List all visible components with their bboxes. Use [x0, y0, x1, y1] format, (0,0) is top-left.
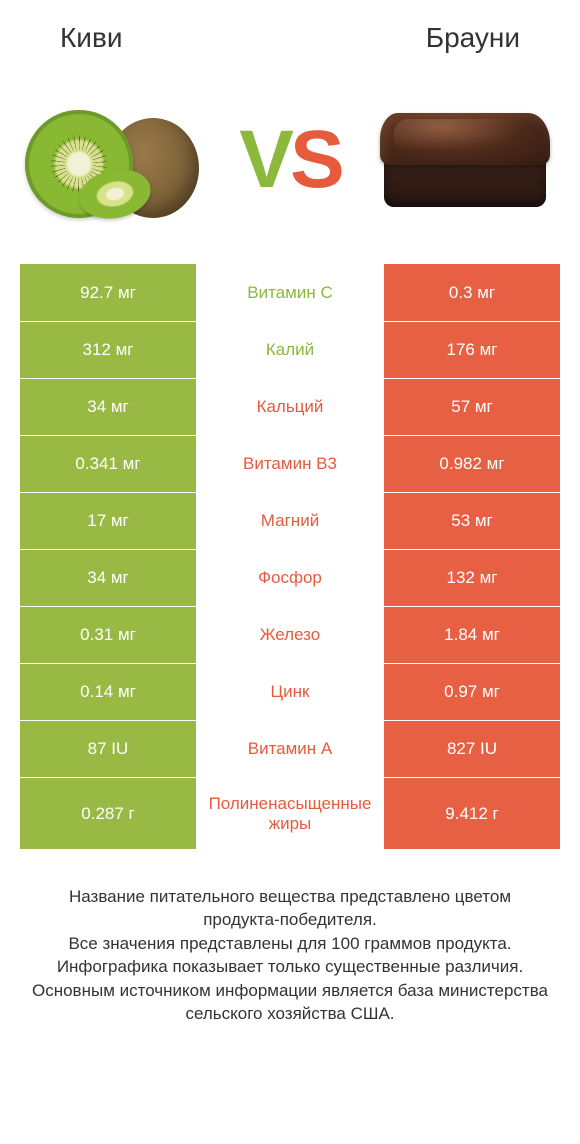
right-value-cell: 1.84 мг — [383, 607, 560, 663]
table-row: 92.7 мгВитамин C0.3 мг — [20, 264, 560, 321]
table-row: 0.31 мгЖелезо1.84 мг — [20, 606, 560, 663]
right-product-title: Брауни — [426, 22, 520, 54]
nutrient-label-cell: Железо — [197, 607, 383, 663]
nutrient-label-cell: Полиненасыщенные жиры — [197, 778, 383, 849]
hero-row: VS — [0, 54, 580, 264]
right-value-cell: 53 мг — [383, 493, 560, 549]
table-row: 34 мгФосфор132 мг — [20, 549, 560, 606]
right-value-cell: 176 мг — [383, 322, 560, 378]
right-value-cell: 57 мг — [383, 379, 560, 435]
left-value-cell: 0.31 мг — [20, 607, 197, 663]
nutrient-label-cell: Витамин A — [197, 721, 383, 777]
nutrient-label-cell: Магний — [197, 493, 383, 549]
vs-s: S — [290, 119, 341, 201]
table-row: 312 мгКалий176 мг — [20, 321, 560, 378]
table-row: 34 мгКальций57 мг — [20, 378, 560, 435]
left-value-cell: 0.341 мг — [20, 436, 197, 492]
left-value-cell: 92.7 мг — [20, 264, 197, 321]
right-value-cell: 9.412 г — [383, 778, 560, 849]
kiwi-image — [20, 80, 210, 240]
nutrients-table: 92.7 мгВитамин C0.3 мг312 мгКалий176 мг3… — [20, 264, 560, 849]
left-value-cell: 0.14 мг — [20, 664, 197, 720]
right-value-cell: 827 IU — [383, 721, 560, 777]
table-row: 0.287 гПолиненасыщенные жиры9.412 г — [20, 777, 560, 849]
vs-label: VS — [239, 119, 340, 201]
footnote-text: Название питательного вещества представл… — [30, 885, 550, 1026]
brownie-image — [370, 80, 560, 240]
left-value-cell: 34 мг — [20, 550, 197, 606]
titles-row: Киви Брауни — [0, 0, 580, 54]
table-row: 17 мгМагний53 мг — [20, 492, 560, 549]
nutrient-label-cell: Кальций — [197, 379, 383, 435]
right-value-cell: 0.97 мг — [383, 664, 560, 720]
left-value-cell: 87 IU — [20, 721, 197, 777]
left-value-cell: 312 мг — [20, 322, 197, 378]
left-product-title: Киви — [60, 22, 122, 54]
left-value-cell: 34 мг — [20, 379, 197, 435]
table-row: 0.14 мгЦинк0.97 мг — [20, 663, 560, 720]
right-value-cell: 0.3 мг — [383, 264, 560, 321]
table-row: 87 IUВитамин A827 IU — [20, 720, 560, 777]
left-value-cell: 0.287 г — [20, 778, 197, 849]
table-row: 0.341 мгВитамин B30.982 мг — [20, 435, 560, 492]
nutrient-label-cell: Цинк — [197, 664, 383, 720]
nutrient-label-cell: Витамин C — [197, 264, 383, 321]
nutrient-label-cell: Витамин B3 — [197, 436, 383, 492]
vs-v: V — [239, 119, 290, 201]
nutrient-label-cell: Калий — [197, 322, 383, 378]
right-value-cell: 132 мг — [383, 550, 560, 606]
left-value-cell: 17 мг — [20, 493, 197, 549]
nutrient-label-cell: Фосфор — [197, 550, 383, 606]
right-value-cell: 0.982 мг — [383, 436, 560, 492]
